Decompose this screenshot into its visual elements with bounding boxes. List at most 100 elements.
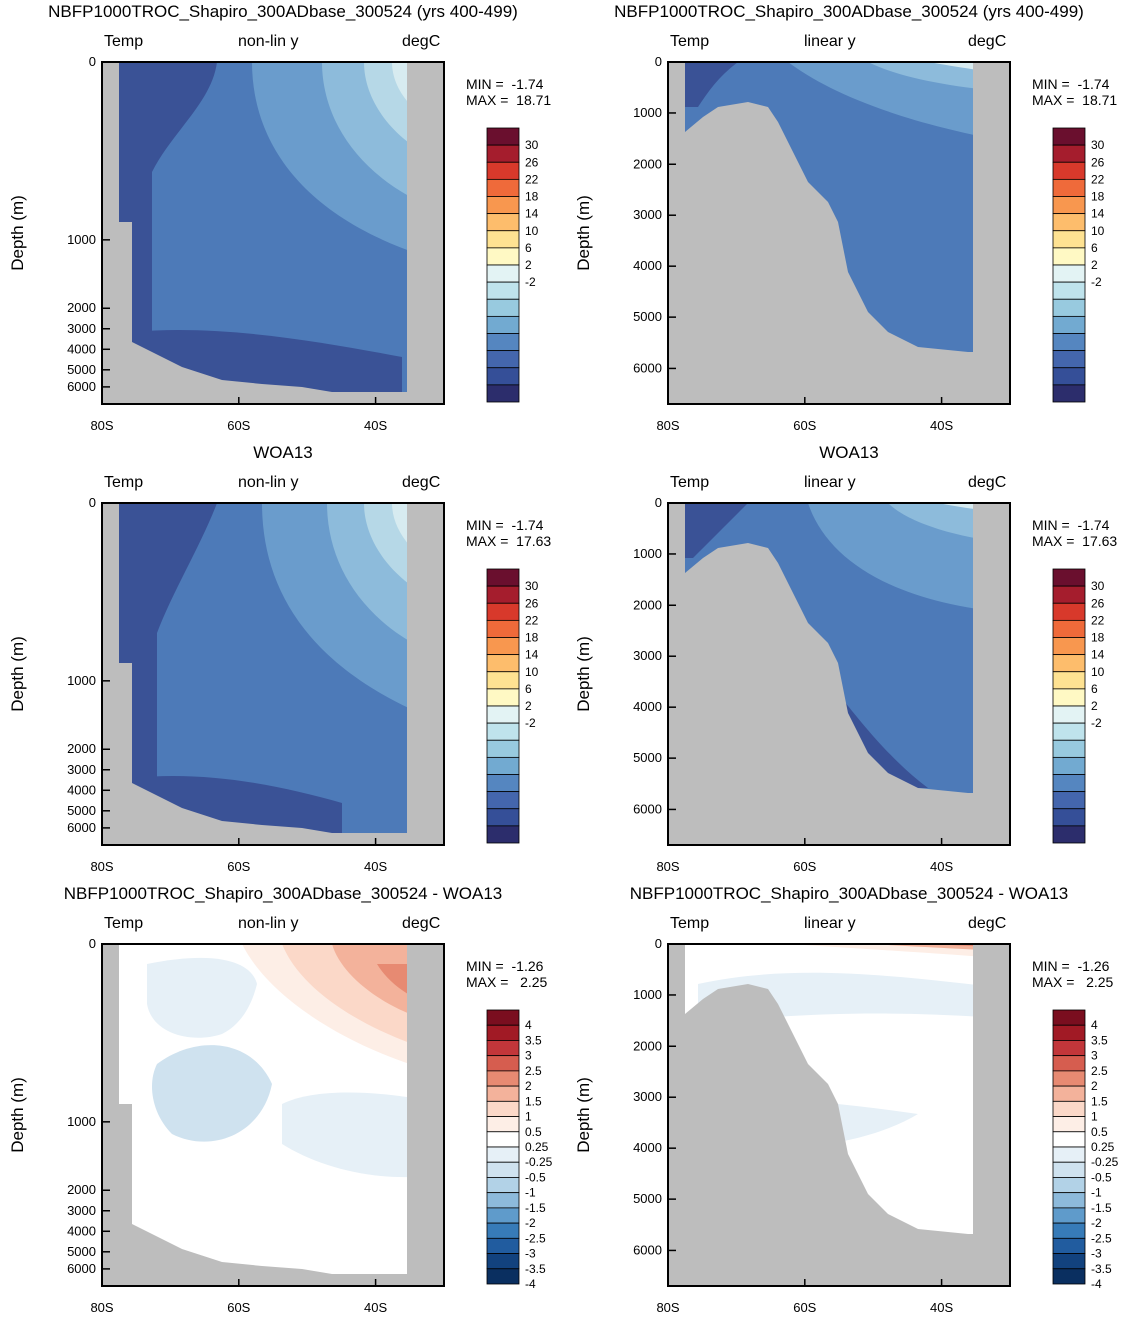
colorbar-bin	[486, 196, 520, 215]
colorbar-label: 18	[525, 631, 539, 645]
seafloor-mask	[102, 1104, 444, 1286]
colorbar-bin	[486, 1085, 520, 1102]
plot-frame	[101, 943, 445, 1287]
land-mask-south	[668, 503, 685, 845]
colorbar-bin	[486, 654, 520, 673]
variable-label: Temp	[104, 474, 144, 491]
colorbar-label: -0.5	[525, 1170, 546, 1184]
variable-label: Temp	[670, 474, 710, 491]
colorbar-bin	[1052, 281, 1086, 300]
colorbar-bin	[1052, 1161, 1086, 1178]
land-mask-north	[407, 944, 444, 1286]
colorbar-bin	[486, 1055, 520, 1072]
y-tick-label: 0	[89, 936, 96, 951]
colorbar-label: 2	[1091, 699, 1098, 713]
y-tick-label: 2000	[633, 597, 662, 612]
colorbar-bin	[1052, 178, 1086, 197]
colorbar-label: -2	[525, 716, 536, 730]
colorbar-bin	[1052, 739, 1086, 758]
colorbar: 30 26 22 18 14 10 6 2 -2	[486, 568, 539, 844]
x-tick-label: 80S	[90, 1300, 113, 1315]
colorbar-bin	[1052, 384, 1086, 403]
colorbar-label: 22	[525, 172, 539, 186]
colorbar-bin	[1052, 161, 1086, 180]
colorbar-label: 18	[1091, 631, 1105, 645]
colorbar-bin	[486, 144, 520, 163]
colorbar-label: 3.5	[1091, 1033, 1108, 1047]
colorbar-bin	[1052, 671, 1086, 690]
y-tick-label: 0	[89, 54, 96, 69]
units-label: degC	[402, 33, 441, 50]
colorbar-bin	[1052, 1024, 1086, 1041]
min-value: MIN = -1.74	[1032, 517, 1110, 533]
field-layer	[102, 944, 444, 1286]
colorbar-label: 10	[525, 224, 539, 238]
land-mask-south	[668, 62, 685, 404]
section-plot: 80S 60S 40S 0 1000 2000 3000 4000 5000 6000	[633, 495, 1011, 874]
colorbar-bin	[486, 722, 520, 741]
colorbar-label: 0.25	[525, 1140, 549, 1154]
seafloor-mask	[102, 222, 444, 404]
colorbar-label: -2	[1091, 716, 1102, 730]
y-mode-label: linear y	[804, 33, 856, 50]
colorbar-bin	[1052, 568, 1086, 587]
panel-title: NBFP1000TROC_Shapiro_300ADbase_300524 (y…	[48, 2, 518, 21]
colorbar-bin	[1052, 688, 1086, 707]
colorbar-bin	[486, 247, 520, 266]
colorbar-bin	[1052, 1085, 1086, 1102]
colorbar-label: 10	[525, 665, 539, 679]
colorbar-label: 4	[1091, 1018, 1098, 1032]
colorbar-bin	[1052, 808, 1086, 827]
colorbar-bin	[1052, 585, 1086, 604]
colorbar-label: 10	[1091, 224, 1105, 238]
colorbar-label: -4	[1091, 1277, 1102, 1291]
colorbar-label: 14	[525, 207, 539, 221]
y-tick-label: 3000	[633, 648, 662, 663]
y-tick-label: 4000	[67, 782, 96, 797]
panel-diff-nonlin: NBFP1000TROC_Shapiro_300ADbase_300524 - …	[0, 882, 566, 1323]
min-value: MIN = -1.74	[1032, 76, 1110, 92]
colorbar-label: 30	[525, 579, 539, 593]
colorbar-bin	[486, 774, 520, 793]
colorbar-bin	[486, 1009, 520, 1026]
colorbar: 43.5 32.521.5 10.50.25-0.25-0.5 -1-1.5-2-2.…	[486, 1009, 553, 1291]
colorbar-bin	[486, 161, 520, 180]
units-label: degC	[402, 474, 441, 491]
y-axis-label: Depth (m)	[8, 195, 27, 271]
max-value: MAX = 17.63	[1032, 533, 1118, 549]
colorbar-bin	[1052, 196, 1086, 215]
colorbar-bin	[1052, 1070, 1086, 1087]
colorbar-bin	[486, 1100, 520, 1117]
min-value: MIN = -1.26	[466, 958, 544, 974]
colorbar-label: 26	[1091, 155, 1105, 169]
y-tick-label: 1000	[633, 105, 662, 120]
colorbar-bin	[1052, 333, 1086, 352]
colorbar-bin	[486, 127, 520, 146]
colorbar-label: -3	[1091, 1247, 1102, 1261]
contour-band	[668, 503, 748, 558]
y-tick-label: 4000	[633, 699, 662, 714]
field-layer	[668, 62, 1010, 404]
colorbar-bin	[1052, 1116, 1086, 1133]
x-tick-label: 60S	[793, 418, 816, 433]
colorbar-bin	[1052, 315, 1086, 334]
colorbar-label: 0.5	[525, 1125, 542, 1139]
colorbar-bin	[1052, 1222, 1086, 1239]
plot-frame	[667, 943, 1011, 1287]
section-plot: 80S 60S 40S 0 1000 2000 3000 4000 5000 6000	[633, 54, 1011, 433]
colorbar-label: 3.5	[525, 1033, 542, 1047]
colorbar-bin	[1052, 127, 1086, 146]
colorbar-bin	[486, 1024, 520, 1041]
panel-title: NBFP1000TROC_Shapiro_300ADbase_300524 - …	[629, 884, 1069, 903]
colorbar-label: 22	[1091, 613, 1105, 627]
y-tick-label: 4000	[633, 258, 662, 273]
y-tick-label: 0	[655, 54, 662, 69]
colorbar-bin	[486, 213, 520, 232]
x-tick-label: 60S	[227, 418, 250, 433]
colorbar-bin	[1052, 825, 1086, 844]
variable-label: Temp	[670, 33, 710, 50]
colorbar-bin	[1052, 298, 1086, 317]
colorbar-label: 2	[1091, 1079, 1098, 1093]
seafloor-mask	[102, 663, 444, 845]
y-tick-label: 2000	[67, 741, 96, 756]
